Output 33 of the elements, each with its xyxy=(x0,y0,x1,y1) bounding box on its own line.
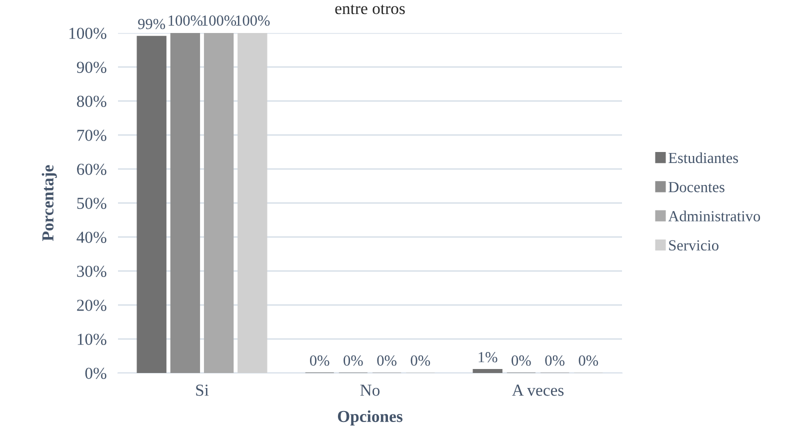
x-tick-label: Si xyxy=(196,384,209,396)
x-axis-title: Opciones xyxy=(338,410,402,426)
data-label: 0% xyxy=(377,355,396,366)
data-label: 0% xyxy=(410,355,430,366)
data-label: 0% xyxy=(310,355,330,366)
data-label: 0% xyxy=(344,355,363,366)
y-tick-label: 10% xyxy=(78,334,106,345)
y-tick-label: 80% xyxy=(76,96,106,107)
y-tick-label: 0% xyxy=(85,368,106,379)
data-label: 1% xyxy=(478,352,498,362)
data-label: 100% xyxy=(236,15,270,26)
y-tick-label: 50% xyxy=(77,198,106,209)
y-tick-label: 20% xyxy=(77,300,106,311)
data-label: 0% xyxy=(512,355,531,366)
y-tick-label: 30% xyxy=(77,266,106,277)
y-tick-label: 100% xyxy=(69,28,106,39)
y-tick-label: 60% xyxy=(77,164,106,175)
data-label: 100% xyxy=(202,15,236,26)
legend-label: Administrativo xyxy=(668,210,760,222)
legend-label: Estudiantes xyxy=(668,152,738,164)
y-tick-label: 70% xyxy=(77,130,106,141)
y-tick-label: 90% xyxy=(76,62,106,73)
data-label: 0% xyxy=(545,355,564,366)
data-label: 0% xyxy=(578,355,598,366)
chart-title: entre otros xyxy=(335,4,405,14)
legend-label: Servicio xyxy=(669,240,718,251)
x-tick-label: A veces xyxy=(512,384,564,396)
x-tick-label: No xyxy=(360,384,380,396)
data-label: 99% xyxy=(138,18,166,30)
data-label: 100% xyxy=(168,15,202,26)
legend-label: Docentes xyxy=(668,182,724,192)
y-tick-label: 40% xyxy=(76,232,106,243)
y-axis-title: Porcentaje xyxy=(42,165,57,241)
